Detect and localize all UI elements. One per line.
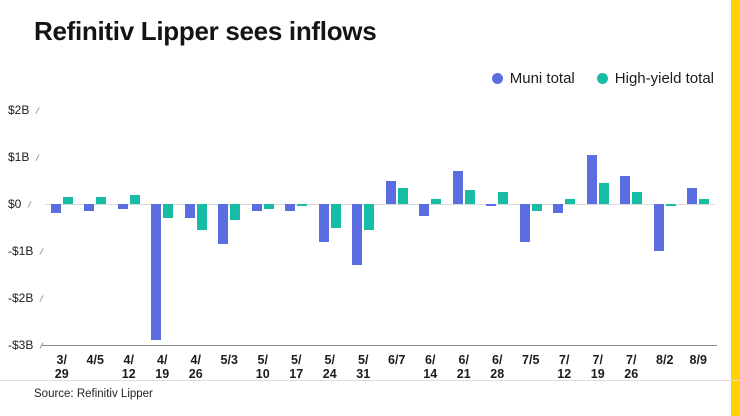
x-axis-label: 4/ 12 bbox=[121, 353, 136, 381]
legend-swatch-icon bbox=[491, 73, 503, 84]
x-axis-label: 7/ 12 bbox=[557, 353, 572, 381]
x-axis-label: 7/ 26 bbox=[624, 353, 639, 381]
axis-tick-icon bbox=[35, 153, 40, 161]
bar-high-yield-4-26 bbox=[196, 204, 207, 230]
bar-muni-4-26 bbox=[184, 204, 195, 219]
x-axis-label: 6/7 bbox=[388, 353, 406, 367]
bar-muni-5-10 bbox=[251, 204, 262, 212]
x-axis-label: 4/ 26 bbox=[188, 353, 203, 381]
chart-title: Refinitiv Lipper sees inflows bbox=[34, 16, 377, 46]
x-axis-line bbox=[41, 345, 717, 346]
bar-high-yield-8-9 bbox=[699, 199, 710, 204]
bar-high-yield-7-5 bbox=[531, 204, 542, 212]
bar-high-yield-6-21 bbox=[464, 189, 475, 204]
y-axis-label: -$1B bbox=[8, 244, 45, 258]
legend: Muni total High-yield total bbox=[491, 70, 714, 87]
bar-high-yield-5-17 bbox=[297, 204, 308, 207]
footer-divider bbox=[0, 380, 740, 381]
bar-high-yield-3-29 bbox=[62, 196, 73, 204]
bar-muni-7-26 bbox=[620, 175, 631, 204]
bar-high-yield-4-5 bbox=[96, 196, 107, 204]
legend-item-high-yield-total: High-yield total bbox=[596, 70, 714, 87]
x-axis-label: 7/5 bbox=[522, 353, 540, 367]
bar-muni-4-19 bbox=[151, 204, 162, 341]
x-axis-label: 8/9 bbox=[689, 353, 707, 367]
axis-tick-icon bbox=[35, 106, 40, 114]
legend-item-muni-total: Muni total bbox=[491, 70, 575, 87]
accent-stripe bbox=[731, 0, 740, 416]
y-axis-label: -$2B bbox=[8, 291, 45, 305]
bar-high-yield-4-12 bbox=[129, 194, 140, 204]
legend-swatch-icon bbox=[596, 73, 608, 84]
bar-muni-3-29 bbox=[50, 204, 61, 214]
zero-line bbox=[45, 204, 715, 205]
bar-muni-4-12 bbox=[117, 204, 128, 209]
bar-high-yield-5-3 bbox=[230, 204, 241, 221]
bar-high-yield-6-14 bbox=[431, 199, 442, 204]
bar-high-yield-5-10 bbox=[263, 204, 274, 209]
x-axis-label: 3/ 29 bbox=[54, 353, 69, 381]
bar-high-yield-7-19 bbox=[598, 182, 609, 204]
y-axis-label: $0 bbox=[8, 197, 33, 211]
bar-muni-6-14 bbox=[419, 204, 430, 216]
axis-tick-icon bbox=[39, 247, 44, 255]
axis-tick-icon bbox=[39, 294, 44, 302]
x-axis-label: 6/ 14 bbox=[423, 353, 438, 381]
source-note: Source: Refinitiv Lipper bbox=[34, 388, 153, 400]
bar-high-yield-6-7 bbox=[397, 187, 408, 204]
bar-high-yield-5-24 bbox=[330, 204, 341, 228]
y-axis-label: $1B bbox=[8, 150, 41, 164]
x-axis-label: 5/3 bbox=[220, 353, 238, 367]
bar-high-yield-6-28 bbox=[498, 192, 509, 204]
bar-muni-6-28 bbox=[486, 204, 497, 207]
bar-muni-7-5 bbox=[519, 204, 530, 242]
legend-label: High-yield total bbox=[614, 70, 714, 87]
bar-muni-5-24 bbox=[318, 204, 329, 242]
y-axis-label: $2B bbox=[8, 103, 41, 117]
bar-muni-8-2 bbox=[653, 204, 664, 251]
x-axis-label: 4/ 19 bbox=[155, 353, 170, 381]
bar-high-yield-5-31 bbox=[364, 204, 375, 230]
x-axis-label: 7/ 19 bbox=[590, 353, 605, 381]
bar-muni-5-3 bbox=[218, 204, 229, 244]
bar-muni-6-21 bbox=[452, 171, 463, 204]
axis-tick-icon bbox=[27, 200, 32, 208]
x-axis-label: 4/5 bbox=[86, 353, 104, 367]
x-axis-label: 8/2 bbox=[656, 353, 674, 367]
bar-muni-5-17 bbox=[285, 204, 296, 212]
bar-muni-8-9 bbox=[687, 187, 698, 204]
bar-muni-4-5 bbox=[84, 204, 95, 212]
x-axis-label: 5/ 24 bbox=[322, 353, 337, 381]
bar-muni-7-12 bbox=[553, 204, 564, 214]
legend-label: Muni total bbox=[509, 70, 575, 87]
bar-high-yield-8-2 bbox=[665, 204, 676, 207]
bar-high-yield-7-26 bbox=[632, 192, 643, 204]
bar-muni-6-7 bbox=[385, 180, 396, 204]
bar-muni-5-31 bbox=[352, 204, 363, 266]
x-axis-label: 5/ 10 bbox=[255, 353, 270, 381]
x-axis-label: 5/ 31 bbox=[356, 353, 371, 381]
bar-high-yield-7-12 bbox=[565, 199, 576, 204]
x-axis-label: 6/ 21 bbox=[456, 353, 471, 381]
y-axis-label: -$3B bbox=[8, 338, 45, 352]
x-axis-label: 6/ 28 bbox=[490, 353, 505, 381]
x-axis-label: 5/ 17 bbox=[289, 353, 304, 381]
bar-muni-7-19 bbox=[586, 154, 597, 204]
bar-high-yield-4-19 bbox=[163, 204, 174, 219]
